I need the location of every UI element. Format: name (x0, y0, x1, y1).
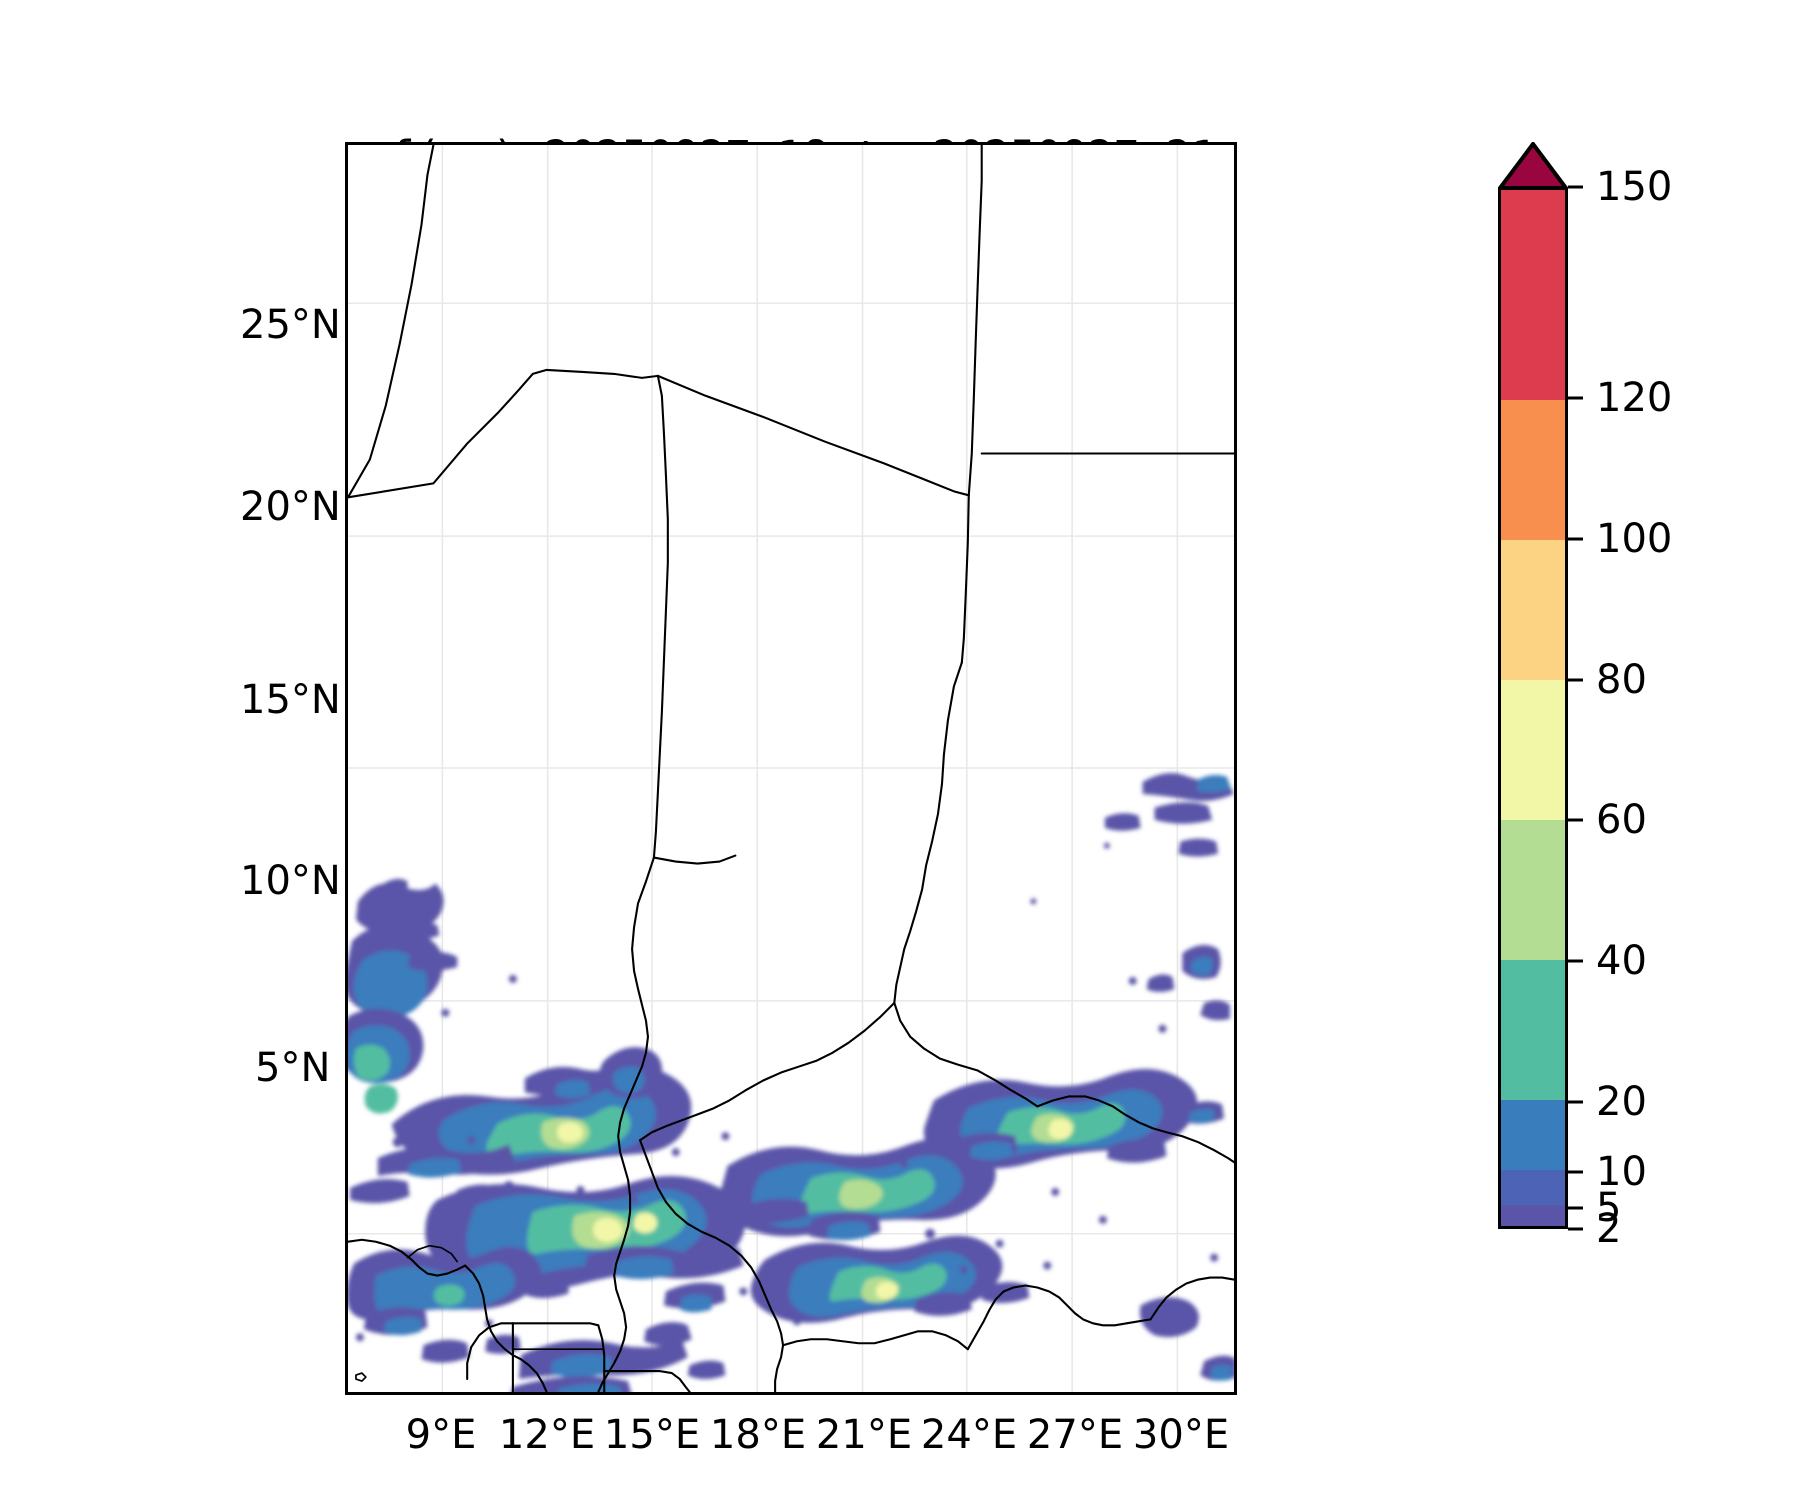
colorbar-label-100: 100 (1596, 516, 1673, 562)
colorbar-label-60: 60 (1596, 797, 1647, 843)
colorbar-segment-20-40 (1501, 959, 1565, 1100)
colorbar-segment-40-60 (1501, 819, 1565, 960)
rain-cluster-south-sudan (923, 1069, 1225, 1169)
colorbar-label-150: 150 (1596, 164, 1673, 210)
colorbar-gradient (1498, 187, 1568, 1229)
colorbar-segment-60-80 (1501, 680, 1565, 820)
map-clip (348, 145, 1234, 1392)
colorbar-segment-120-150 (1501, 190, 1565, 400)
colorbar-tick-5 (1568, 1206, 1583, 1210)
y-tick-label-15N: 15°N (240, 677, 341, 723)
y-tick-label-20N: 20°N (240, 484, 341, 530)
colorbar-segment-100-120 (1501, 399, 1565, 540)
gridlines (348, 145, 1234, 1392)
y-tick-label-10N: 10°N (240, 858, 341, 904)
colorbar-tick-60 (1568, 818, 1583, 822)
colorbar-tick-40 (1568, 959, 1583, 963)
rain-cluster-car-band (719, 1138, 996, 1241)
x-tick-label-9E: 9°E (405, 1412, 477, 1458)
country-borders (348, 145, 1234, 1392)
rainfall-map (348, 145, 1234, 1392)
x-tick-label-24E: 24°E (920, 1412, 1018, 1458)
colorbar-segment-80-100 (1501, 539, 1565, 680)
rain-cluster-gulf-guinea (348, 1246, 542, 1363)
rain-cluster-ne-strip (1104, 773, 1234, 857)
colorbar-segment-10-20 (1501, 1100, 1565, 1171)
colorbar-tick-80 (1568, 678, 1583, 682)
colorbar-tick-10 (1568, 1170, 1583, 1174)
y-tick-label-5N: 5°N (255, 1045, 331, 1091)
colorbar-segment-5-10 (1501, 1169, 1565, 1205)
x-tick-label-30E: 30°E (1132, 1412, 1230, 1458)
x-tick-label-12E: 12°E (498, 1412, 596, 1458)
colorbar-extend-arrow-icon (1498, 142, 1568, 190)
colorbar-tick-2 (1568, 1227, 1583, 1231)
colorbar-label-80: 80 (1596, 657, 1647, 703)
x-tick-label-27E: 27°E (1026, 1412, 1124, 1458)
colorbar-tick-150 (1568, 185, 1583, 189)
colorbar-label-10: 10 (1596, 1149, 1647, 1195)
rain-cluster-nigeria-plateau (349, 1047, 692, 1205)
colorbar-label-40: 40 (1596, 938, 1647, 984)
rain-cluster-congo-north (750, 1235, 1030, 1323)
colorbar-label-5: 5 (1596, 1185, 1622, 1231)
x-tick-label-15E: 15°E (603, 1412, 701, 1458)
rain-cluster-west-sahel (348, 878, 458, 1114)
colorbar: 150 120 100 80 60 40 20 10 5 2 (1498, 142, 1798, 1252)
colorbar-label-2: 2 (1596, 1206, 1622, 1252)
rain-cluster-ne-blobs (1146, 944, 1231, 1021)
colorbar-label-20: 20 (1596, 1079, 1647, 1125)
colorbar-segment-2-5 (1501, 1204, 1565, 1226)
y-tick-label-25N: 25°N (240, 302, 341, 348)
rainfall-field (348, 773, 1234, 1392)
colorbar-label-120: 120 (1596, 375, 1673, 421)
x-tick-label-21E: 21°E (815, 1412, 913, 1458)
map-plot-area (345, 142, 1237, 1395)
colorbar-tick-120 (1568, 396, 1583, 400)
colorbar-tick-100 (1568, 537, 1583, 541)
colorbar-tick-20 (1568, 1100, 1583, 1104)
x-tick-label-18E: 18°E (709, 1412, 807, 1458)
